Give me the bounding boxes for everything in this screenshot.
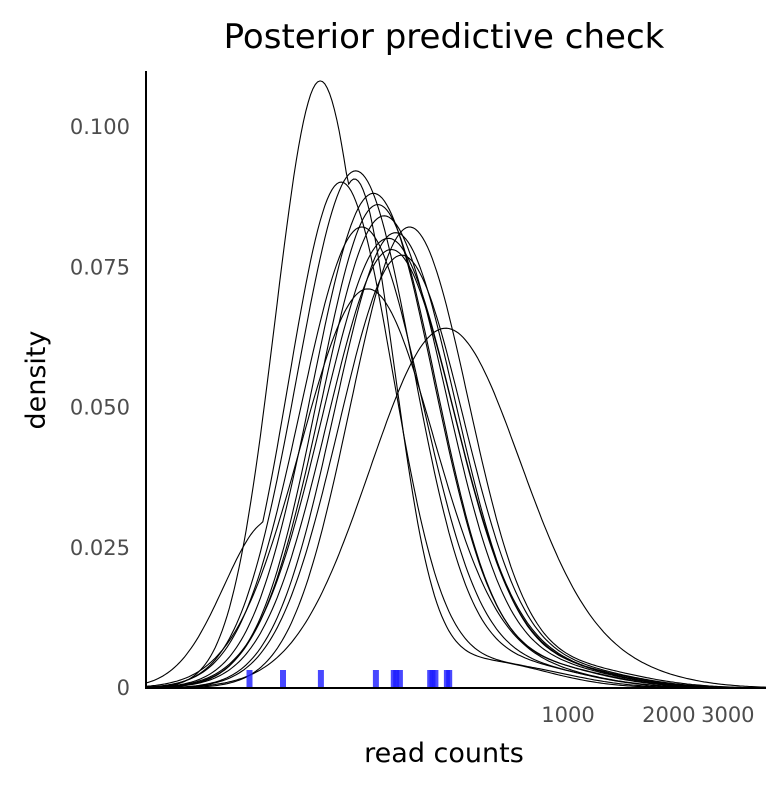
density-line-10 [146,254,767,689]
y-axis-title: density [21,330,52,429]
x-axis-ticks: 1000 2000 3000 [541,703,754,727]
y-tick-label: 0.100 [70,115,130,139]
density-line-13 [145,288,766,689]
y-tick-label: 0.075 [70,255,130,279]
y-tick-label: 0.050 [70,396,130,420]
density-line-1 [146,80,766,689]
x-tick-label: 2000 [642,703,695,727]
x-tick-label: 3000 [701,703,754,727]
rug-mark [246,670,253,688]
rug-mark [372,670,379,688]
y-axis-ticks: 0 0.025 0.050 0.075 0.100 [70,115,130,700]
observed-rug [246,670,453,688]
density-line-5 [146,203,767,689]
chart-title: Posterior predictive check [224,17,665,57]
density-line-8 [146,232,766,689]
density-line-3 [145,170,766,689]
rug-mark [396,670,403,688]
density-line-6 [145,192,766,689]
rug-mark [446,670,453,688]
density-line-12 [145,237,766,689]
y-tick-label: 0 [117,676,130,700]
rug-mark [280,670,286,688]
rug-mark [317,670,324,688]
density-curves [145,80,767,689]
rug-mark [432,670,439,688]
y-tick-label: 0.025 [70,536,130,560]
x-axis-title: read counts [364,738,524,769]
x-tick-label: 1000 [541,703,594,727]
density-line-9 [146,248,766,689]
density-line-2 [145,181,766,689]
density-line-14 [145,327,767,689]
rug-mark [393,670,400,688]
